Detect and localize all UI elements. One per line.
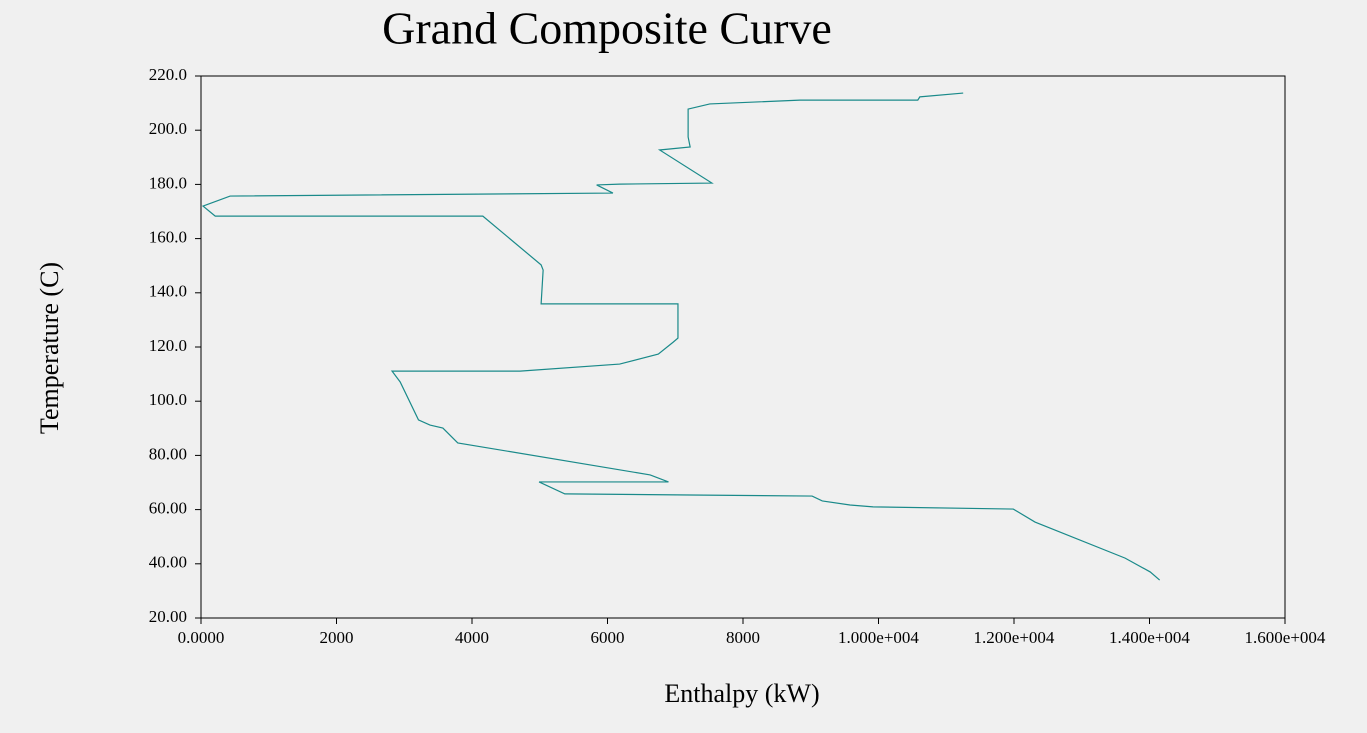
y-tick-label: 60.00	[149, 499, 187, 518]
plot-frame	[200, 75, 1286, 619]
x-tick-label: 4000	[455, 628, 489, 647]
x-tick-label: 8000	[726, 628, 760, 647]
x-tick-label: 2000	[320, 628, 354, 647]
y-axis-label: Temperature (C)	[35, 262, 64, 434]
x-tick-label: 0.0000	[178, 628, 225, 647]
y-tick-label: 220.0	[149, 65, 187, 84]
x-tick-label: 1.000e+004	[838, 628, 919, 647]
y-tick-label: 80.00	[149, 444, 187, 463]
data-line	[201, 92, 1161, 581]
x-tick-label: 1.600e+004	[1245, 628, 1326, 647]
y-tick-label: 200.0	[149, 119, 187, 138]
x-tick-label: 1.400e+004	[1109, 628, 1190, 647]
y-tick-label: 180.0	[149, 173, 187, 192]
x-axis-label: Enthalpy (kW)	[664, 679, 819, 708]
y-tick-label: 160.0	[149, 228, 187, 247]
y-tick-label: 120.0	[149, 336, 187, 355]
x-tick-label: 1.200e+004	[974, 628, 1055, 647]
y-tick-label: 40.00	[149, 553, 187, 572]
y-tick-label: 100.0	[149, 390, 187, 409]
x-tick-label: 6000	[591, 628, 625, 647]
y-tick-label: 20.00	[149, 607, 187, 626]
chart-title: Grand Composite Curve	[382, 3, 832, 54]
y-tick-label: 140.0	[149, 282, 187, 301]
